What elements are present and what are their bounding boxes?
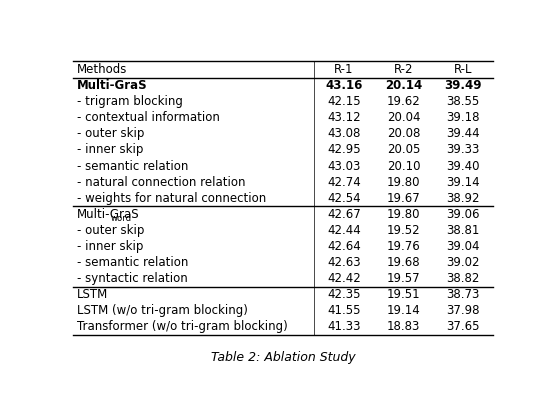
- Text: 19.68: 19.68: [387, 256, 421, 269]
- Text: 42.63: 42.63: [327, 256, 361, 269]
- Text: 43.12: 43.12: [327, 111, 361, 124]
- Text: 42.44: 42.44: [327, 224, 361, 237]
- Text: 19.80: 19.80: [387, 208, 421, 221]
- Text: LSTM (w/o tri-gram blocking): LSTM (w/o tri-gram blocking): [77, 304, 248, 317]
- Text: - inner skip: - inner skip: [77, 143, 143, 156]
- Text: 39.04: 39.04: [447, 240, 480, 253]
- Text: 20.04: 20.04: [387, 111, 421, 124]
- Text: word: word: [111, 214, 132, 223]
- Text: - inner skip: - inner skip: [77, 240, 143, 253]
- Text: - natural connection relation: - natural connection relation: [77, 176, 245, 189]
- Text: - outer skip: - outer skip: [77, 127, 144, 140]
- Text: 39.40: 39.40: [447, 160, 480, 173]
- Text: R-2: R-2: [394, 63, 413, 76]
- Text: - contextual information: - contextual information: [77, 111, 220, 124]
- Text: 20.08: 20.08: [387, 127, 420, 140]
- Text: 42.35: 42.35: [327, 288, 361, 301]
- Text: LSTM: LSTM: [77, 288, 108, 301]
- Text: 39.18: 39.18: [447, 111, 480, 124]
- Text: Multi-GraS: Multi-GraS: [77, 79, 147, 92]
- Text: 41.33: 41.33: [327, 321, 361, 334]
- Text: 39.33: 39.33: [447, 143, 480, 156]
- Text: 19.57: 19.57: [387, 272, 421, 285]
- Text: - trigram blocking: - trigram blocking: [77, 95, 183, 108]
- Text: 43.03: 43.03: [327, 160, 361, 173]
- Text: Transformer (w/o tri-gram blocking): Transformer (w/o tri-gram blocking): [77, 321, 288, 334]
- Text: 39.49: 39.49: [444, 79, 482, 92]
- Text: 19.80: 19.80: [387, 176, 421, 189]
- Text: 42.54: 42.54: [327, 192, 361, 205]
- Text: 41.55: 41.55: [327, 304, 361, 317]
- Text: 19.67: 19.67: [387, 192, 421, 205]
- Text: - semantic relation: - semantic relation: [77, 256, 188, 269]
- Text: 38.73: 38.73: [447, 288, 480, 301]
- Text: 19.14: 19.14: [387, 304, 421, 317]
- Text: R-L: R-L: [454, 63, 473, 76]
- Text: 39.06: 39.06: [447, 208, 480, 221]
- Text: 42.67: 42.67: [327, 208, 361, 221]
- Text: 42.64: 42.64: [327, 240, 361, 253]
- Text: Table 2: Ablation Study: Table 2: Ablation Study: [210, 351, 355, 364]
- Text: 37.98: 37.98: [447, 304, 480, 317]
- Text: 19.62: 19.62: [387, 95, 421, 108]
- Text: R-1: R-1: [335, 63, 354, 76]
- Text: 19.52: 19.52: [387, 224, 421, 237]
- Text: 39.02: 39.02: [447, 256, 480, 269]
- Text: 18.83: 18.83: [387, 321, 420, 334]
- Text: 19.51: 19.51: [387, 288, 421, 301]
- Text: 20.10: 20.10: [387, 160, 421, 173]
- Text: - weights for natural connection: - weights for natural connection: [77, 192, 266, 205]
- Text: 42.95: 42.95: [327, 143, 361, 156]
- Text: 38.82: 38.82: [447, 272, 480, 285]
- Text: 42.74: 42.74: [327, 176, 361, 189]
- Text: 20.05: 20.05: [387, 143, 420, 156]
- Text: 38.92: 38.92: [447, 192, 480, 205]
- Text: 39.14: 39.14: [447, 176, 480, 189]
- Text: Multi-GraS: Multi-GraS: [77, 208, 139, 221]
- Text: - syntactic relation: - syntactic relation: [77, 272, 188, 285]
- Text: 42.15: 42.15: [327, 95, 361, 108]
- Text: - outer skip: - outer skip: [77, 224, 144, 237]
- Text: 38.81: 38.81: [447, 224, 480, 237]
- Text: - semantic relation: - semantic relation: [77, 160, 188, 173]
- Text: Methods: Methods: [77, 63, 127, 76]
- Text: 19.76: 19.76: [387, 240, 421, 253]
- Text: 20.14: 20.14: [385, 79, 422, 92]
- Text: 37.65: 37.65: [447, 321, 480, 334]
- Text: 42.42: 42.42: [327, 272, 361, 285]
- Text: 39.44: 39.44: [447, 127, 480, 140]
- Text: 38.55: 38.55: [447, 95, 480, 108]
- Text: 43.16: 43.16: [326, 79, 363, 92]
- Text: 43.08: 43.08: [327, 127, 361, 140]
